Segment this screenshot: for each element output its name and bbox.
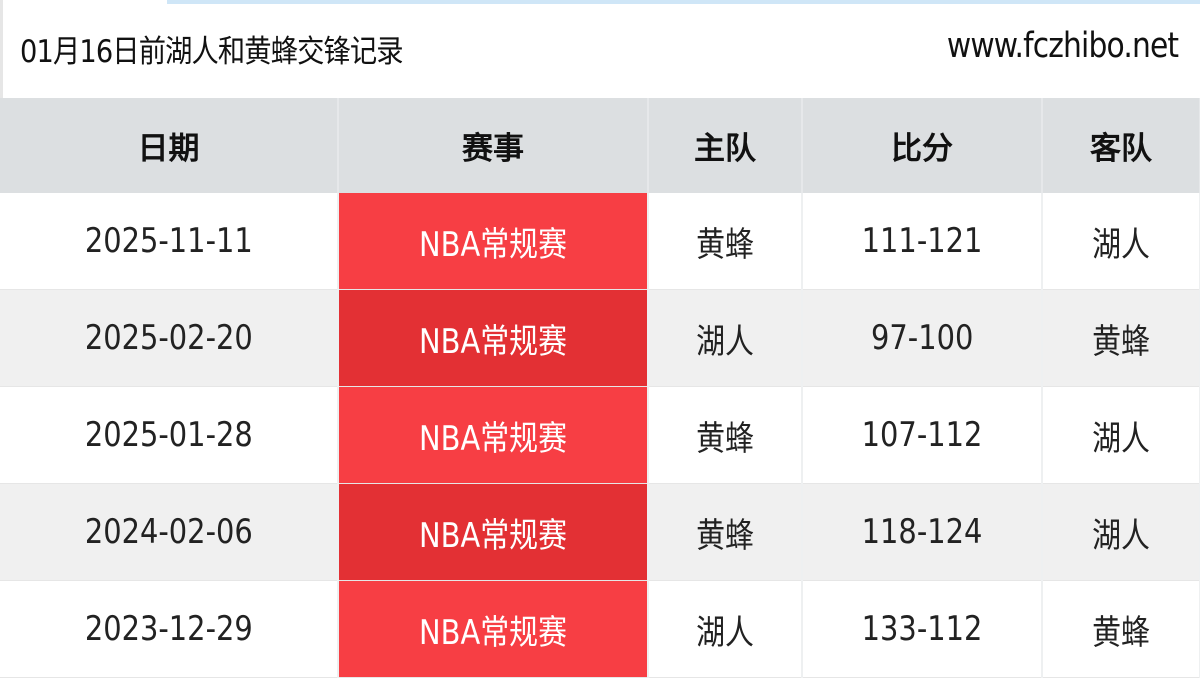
away-team-cell: 湖人 xyxy=(1042,386,1200,484)
score-cell: 107-112 xyxy=(802,386,1043,484)
score-cell-text: 133-112 xyxy=(861,609,983,649)
date-cell: 2025-11-11 xyxy=(0,193,339,290)
home-team-cell: 黄蜂 xyxy=(648,386,803,484)
column-header-score: 比分 xyxy=(802,98,1043,193)
home-team-cell: 湖人 xyxy=(648,289,803,387)
competition-cell-text: NBA常规赛 xyxy=(419,224,567,265)
away-team-cell: 黄蜂 xyxy=(1042,580,1200,678)
home-team-cell: 黄蜂 xyxy=(648,483,803,581)
competition-cell-text: NBA常规赛 xyxy=(419,418,567,459)
table-header: 日期 赛事 主队 比分 客队 xyxy=(0,98,1200,193)
table-row: 2025-11-11 NBA常规赛 黄蜂 111-121 湖人 xyxy=(0,193,1200,290)
date-cell: 2023-12-29 xyxy=(0,580,339,678)
date-cell-text: 2025-02-20 xyxy=(84,318,253,358)
table-row: 2025-02-20 NBA常规赛 湖人 97-100 黄蜂 xyxy=(0,289,1200,387)
away-team-cell-text: 湖人 xyxy=(1092,515,1150,556)
table-row: 2023-12-29 NBA常规赛 湖人 133-112 黄蜂 xyxy=(0,580,1200,678)
date-cell-text: 2025-01-28 xyxy=(84,415,253,455)
competition-cell: NBA常规赛 xyxy=(338,193,649,290)
competition-cell: NBA常规赛 xyxy=(338,580,649,678)
table-row: 2024-02-06 NBA常规赛 黄蜂 118-124 湖人 xyxy=(0,483,1200,581)
away-team-cell: 黄蜂 xyxy=(1042,289,1200,387)
away-team-cell-text: 湖人 xyxy=(1092,418,1150,459)
competition-cell-text: NBA常规赛 xyxy=(419,515,567,556)
score-cell: 97-100 xyxy=(802,289,1043,387)
competition-cell-text: NBA常规赛 xyxy=(419,321,567,362)
away-team-cell: 湖人 xyxy=(1042,483,1200,581)
column-header-date: 日期 xyxy=(0,98,339,193)
score-cell-text: 118-124 xyxy=(861,512,983,552)
competition-cell: NBA常规赛 xyxy=(338,386,649,484)
home-team-cell-text: 黄蜂 xyxy=(696,224,754,265)
date-cell-text: 2025-11-11 xyxy=(84,221,253,261)
date-cell: 2025-02-20 xyxy=(0,289,339,387)
date-cell: 2024-02-06 xyxy=(0,483,339,581)
away-team-cell-text: 黄蜂 xyxy=(1092,321,1150,362)
competition-cell: NBA常规赛 xyxy=(338,289,649,387)
site-url: www.fczhibo.net xyxy=(946,26,1179,66)
top-accent-bar xyxy=(167,0,1200,4)
table-row: 2025-01-28 NBA常规赛 黄蜂 107-112 湖人 xyxy=(0,386,1200,484)
home-team-cell-text: 黄蜂 xyxy=(696,418,754,459)
left-border xyxy=(0,0,3,98)
date-cell: 2025-01-28 xyxy=(0,386,339,484)
competition-cell-text: NBA常规赛 xyxy=(419,612,567,653)
home-team-cell: 黄蜂 xyxy=(648,193,803,290)
column-header-away: 客队 xyxy=(1042,98,1200,193)
home-team-cell: 湖人 xyxy=(648,580,803,678)
score-cell-text: 97-100 xyxy=(870,318,974,358)
score-cell: 133-112 xyxy=(802,580,1043,678)
home-team-cell-text: 湖人 xyxy=(696,612,754,653)
column-header-competition: 赛事 xyxy=(338,98,649,193)
date-cell-text: 2023-12-29 xyxy=(84,609,253,649)
home-team-cell-text: 湖人 xyxy=(696,321,754,362)
away-team-cell-text: 黄蜂 xyxy=(1092,612,1150,653)
score-cell: 118-124 xyxy=(802,483,1043,581)
head-to-head-table: 日期 赛事 主队 比分 客队 2025-11-11 NBA常规赛 黄蜂 111-121… xyxy=(0,98,1200,678)
competition-cell: NBA常规赛 xyxy=(338,483,649,581)
date-cell-text: 2024-02-06 xyxy=(84,512,253,552)
score-cell-text: 111-121 xyxy=(861,221,983,261)
score-cell-text: 107-112 xyxy=(861,415,983,455)
page-title: 01月16日前湖人和黄蜂交锋记录 xyxy=(20,34,404,70)
column-header-home: 主队 xyxy=(648,98,803,193)
score-cell: 111-121 xyxy=(802,193,1043,290)
away-team-cell: 湖人 xyxy=(1042,193,1200,290)
home-team-cell-text: 黄蜂 xyxy=(696,515,754,556)
away-team-cell-text: 湖人 xyxy=(1092,224,1150,265)
